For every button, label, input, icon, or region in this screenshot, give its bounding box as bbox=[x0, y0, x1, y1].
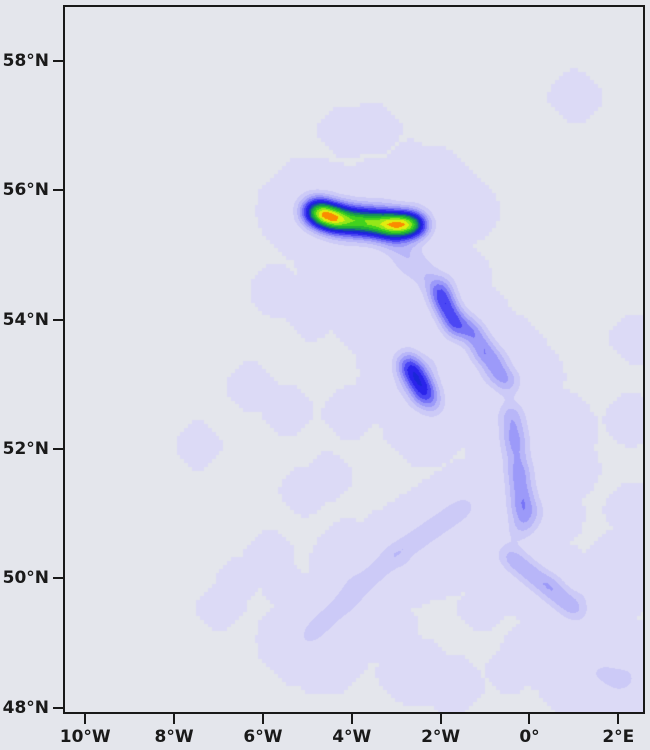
x-tick-mark bbox=[617, 714, 620, 724]
x-tick-label: 6°W bbox=[243, 727, 283, 747]
x-tick-mark bbox=[350, 714, 353, 724]
x-tick-mark bbox=[528, 714, 531, 724]
y-tick-mark bbox=[53, 318, 63, 321]
x-tick-label: 2°E bbox=[602, 727, 635, 747]
y-tick-mark bbox=[53, 577, 63, 580]
y-tick-mark bbox=[53, 189, 63, 192]
y-tick-label: 58°N bbox=[2, 51, 49, 72]
y-tick-label: 48°N bbox=[2, 697, 49, 718]
x-tick-mark bbox=[261, 714, 264, 724]
y-tick-label: 56°N bbox=[2, 180, 49, 201]
y-tick-mark bbox=[53, 706, 63, 709]
y-tick-label: 52°N bbox=[2, 439, 49, 459]
x-tick-label: 2°W bbox=[421, 727, 461, 747]
x-tick-mark bbox=[439, 714, 442, 724]
x-tick-label: 10°W bbox=[59, 727, 111, 747]
x-tick-label: 8°W bbox=[154, 727, 194, 747]
y-tick-mark bbox=[53, 448, 63, 450]
y-tick-mark bbox=[53, 60, 63, 63]
map-plot-area[interactable] bbox=[63, 5, 645, 714]
x-tick-label: 4°W bbox=[332, 727, 372, 747]
y-tick-label: 54°N bbox=[2, 309, 49, 330]
y-tick-label: 50°N bbox=[2, 568, 49, 589]
x-tick-mark bbox=[84, 714, 87, 724]
x-tick-mark bbox=[173, 714, 176, 724]
density-heatmap-layer bbox=[63, 5, 645, 714]
x-tick-label: 0° bbox=[519, 727, 540, 747]
